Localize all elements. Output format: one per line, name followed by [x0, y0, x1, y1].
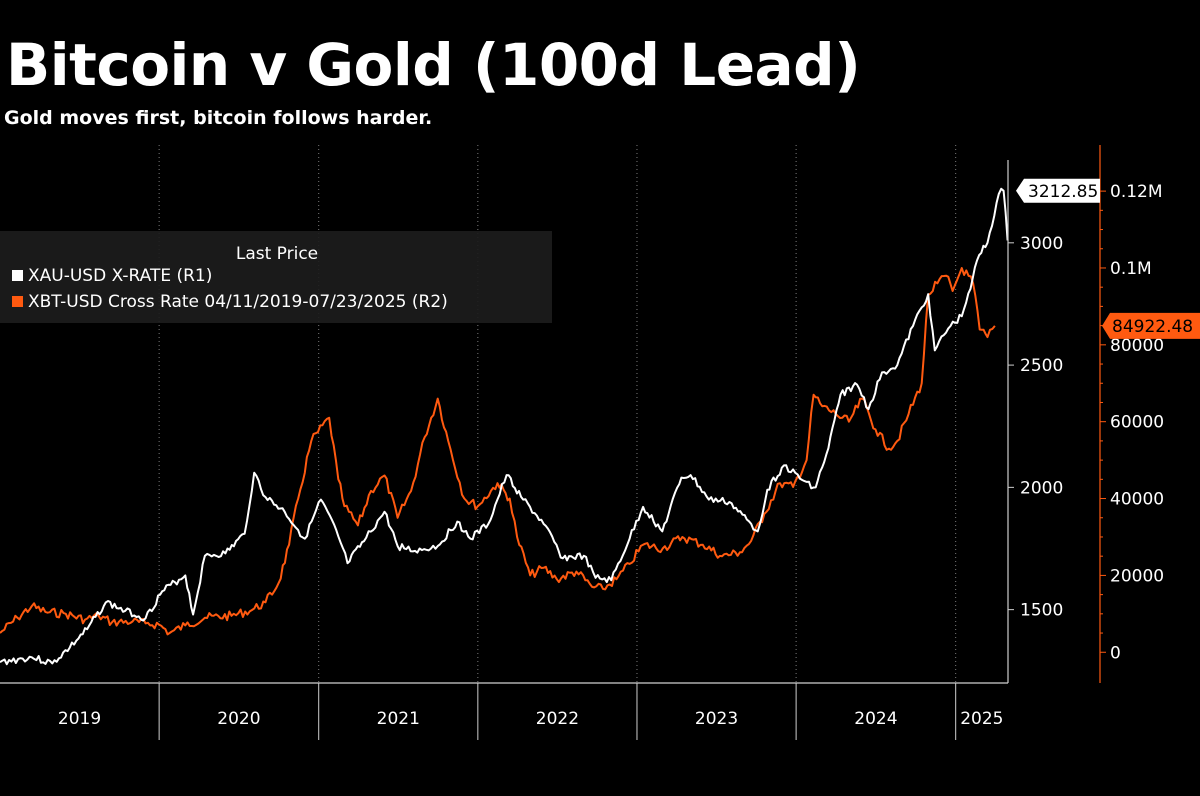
legend-entry-label: XAU-USD X-RATE (R1) — [28, 266, 212, 286]
gold-last-value-flag — [1016, 178, 1100, 203]
chart-title: Bitcoin v Gold (100d Lead) — [6, 31, 861, 99]
x-tick-label: 2019 — [58, 709, 101, 729]
gold-tick-label: 2000 — [1020, 478, 1063, 498]
grid-layer — [158, 145, 957, 683]
legend-header: Last Price — [236, 244, 318, 264]
gold-series-line — [0, 187, 1009, 666]
x-tick-label: 2021 — [377, 709, 420, 729]
x-tick-label: 2020 — [217, 709, 260, 729]
btc-tick-label: 40000 — [1110, 490, 1164, 510]
axes-layer: 2019 2020 2021 2022 2023 2024 2025 1500 2000 2500… — [0, 145, 1200, 740]
gold-last-value-label: 3212.85 — [1028, 182, 1098, 202]
btc-tick-label: 0.1M — [1110, 259, 1152, 279]
btc-last-value-flag — [1102, 312, 1200, 339]
x-tick-label: 2025 — [960, 709, 1003, 729]
legend-swatch — [12, 270, 23, 281]
btc-tick-label: 20000 — [1110, 566, 1164, 586]
btc-tick-label: 0 — [1110, 643, 1121, 663]
legend-entry-label: XBT-USD Cross Rate 04/11/2019-07/23/2025… — [28, 292, 448, 312]
btc-tick-label: 80000 — [1110, 336, 1164, 356]
gold-tick-label: 3000 — [1020, 234, 1063, 254]
x-tick-label: 2024 — [854, 709, 897, 729]
btc-last-value-label: 84922.48 — [1112, 317, 1193, 337]
gold-tick-label: 1500 — [1020, 601, 1063, 621]
legend-box — [0, 231, 552, 323]
gold-tick-label: 2500 — [1020, 356, 1063, 376]
series-layer — [0, 187, 1009, 666]
legend: Last Price XAU-USD X-RATE (R1) XBT-USD Cro… — [0, 231, 552, 323]
btc-tick-label: 60000 — [1110, 413, 1164, 433]
legend-swatch — [12, 296, 23, 307]
chart-subtitle: Gold moves first, bitcoin follows harder… — [4, 107, 433, 129]
x-tick-label: 2022 — [536, 709, 579, 729]
btc-tick-label: 0.12M — [1110, 182, 1163, 202]
x-tick-label: 2023 — [695, 709, 738, 729]
btc-series-line — [0, 267, 996, 636]
